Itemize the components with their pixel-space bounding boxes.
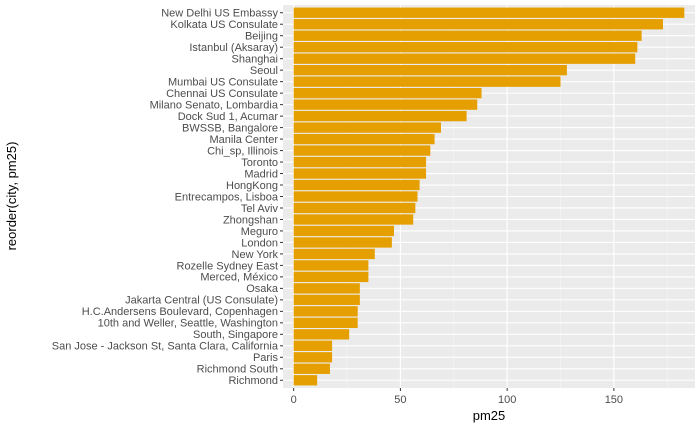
bar <box>293 363 330 374</box>
bar <box>293 145 431 156</box>
x-tick-label: 150 <box>605 394 623 406</box>
y-tick-label: Kolkata US Consulate <box>170 19 278 31</box>
y-tick-label: Richmond <box>228 375 278 387</box>
bar <box>293 53 636 64</box>
y-tick-label: Milano Senato, Lombardia <box>150 99 279 111</box>
bar <box>293 306 358 317</box>
bar <box>293 248 375 260</box>
x-tick-labels: 0 50 100 150 <box>291 388 623 406</box>
y-tick-label: New York <box>232 249 279 261</box>
bar <box>293 7 685 18</box>
bar <box>293 237 392 248</box>
y-tick-label: Merced, México <box>200 272 278 284</box>
y-tick-label: Tel Aviv <box>241 203 279 215</box>
bar <box>293 225 395 237</box>
y-tick-label: Rozelle Sydney East <box>177 260 279 272</box>
bar <box>293 283 360 294</box>
bar <box>293 42 638 53</box>
bar <box>293 329 350 340</box>
y-tick-label: Chi_sp, Illinois <box>207 145 278 157</box>
y-tick-label: BWSSB, Bangalore <box>182 122 278 134</box>
y-tick-label: 10th and Weller, Seattle, Washington <box>98 318 278 330</box>
bar <box>293 168 427 179</box>
bar <box>293 122 441 133</box>
y-tick-label: Meguro <box>241 226 278 238</box>
y-tick-label: Chennai US Consulate <box>166 88 278 100</box>
y-tick-label: Entrecampos, Lisboa <box>175 191 279 203</box>
y-tick-label: Istanbul (Aksaray) <box>189 42 278 54</box>
bar <box>293 260 369 271</box>
bars <box>293 7 685 386</box>
bar <box>293 110 467 122</box>
bar <box>293 99 478 110</box>
x-tick-label: 100 <box>498 394 516 406</box>
y-tick-label: Beijing <box>245 31 278 43</box>
bar <box>293 317 358 329</box>
bar <box>293 156 427 168</box>
y-tick-label: Shanghai <box>232 54 279 66</box>
y-tick-label: H.C.Andersens Boulevard, Copenhagen <box>82 306 278 318</box>
y-tick-label: Toronto <box>241 157 278 169</box>
y-tick-label: Madrid <box>244 168 278 180</box>
y-tick-label: South, Singapore <box>193 329 278 341</box>
bar <box>293 202 416 214</box>
y-tick-label: Seoul <box>250 65 278 77</box>
y-axis-title: reorder(city, pm25) <box>4 142 19 251</box>
y-tick-label: London <box>241 237 278 249</box>
bar <box>293 352 333 363</box>
y-tick-label: Paris <box>253 352 279 364</box>
x-tick-label: 50 <box>394 394 406 406</box>
bar <box>293 30 642 41</box>
y-tick-label: New Delhi US Embassy <box>161 8 278 20</box>
bar <box>293 64 567 76</box>
bar <box>293 19 663 30</box>
x-axis-title: pm25 <box>473 408 506 423</box>
bar <box>293 133 435 145</box>
bar <box>293 375 318 386</box>
bar <box>293 271 369 283</box>
y-tick-label: Jakarta Central (US Consulate) <box>125 295 278 307</box>
y-tick-label: Richmond South <box>197 364 278 376</box>
bar <box>293 87 482 99</box>
y-tick-label: HongKong <box>226 180 278 192</box>
y-tick-label: Dock Sud 1, Acumar <box>178 111 279 123</box>
bar <box>293 214 414 225</box>
y-tick-label: Osaka <box>246 283 279 295</box>
y-tick-label: Zhongshan <box>223 214 278 226</box>
bar <box>293 294 360 306</box>
bar <box>293 179 420 191</box>
bar <box>293 340 333 351</box>
y-tick-label: Manila Center <box>210 134 279 146</box>
y-tick-label: Mumbai US Consulate <box>168 77 278 89</box>
bar <box>293 76 561 87</box>
x-tick-label: 0 <box>291 394 297 406</box>
bar <box>293 191 418 202</box>
y-tick-label: San Jose - Jackson St, Santa Clara, Cali… <box>52 341 279 353</box>
